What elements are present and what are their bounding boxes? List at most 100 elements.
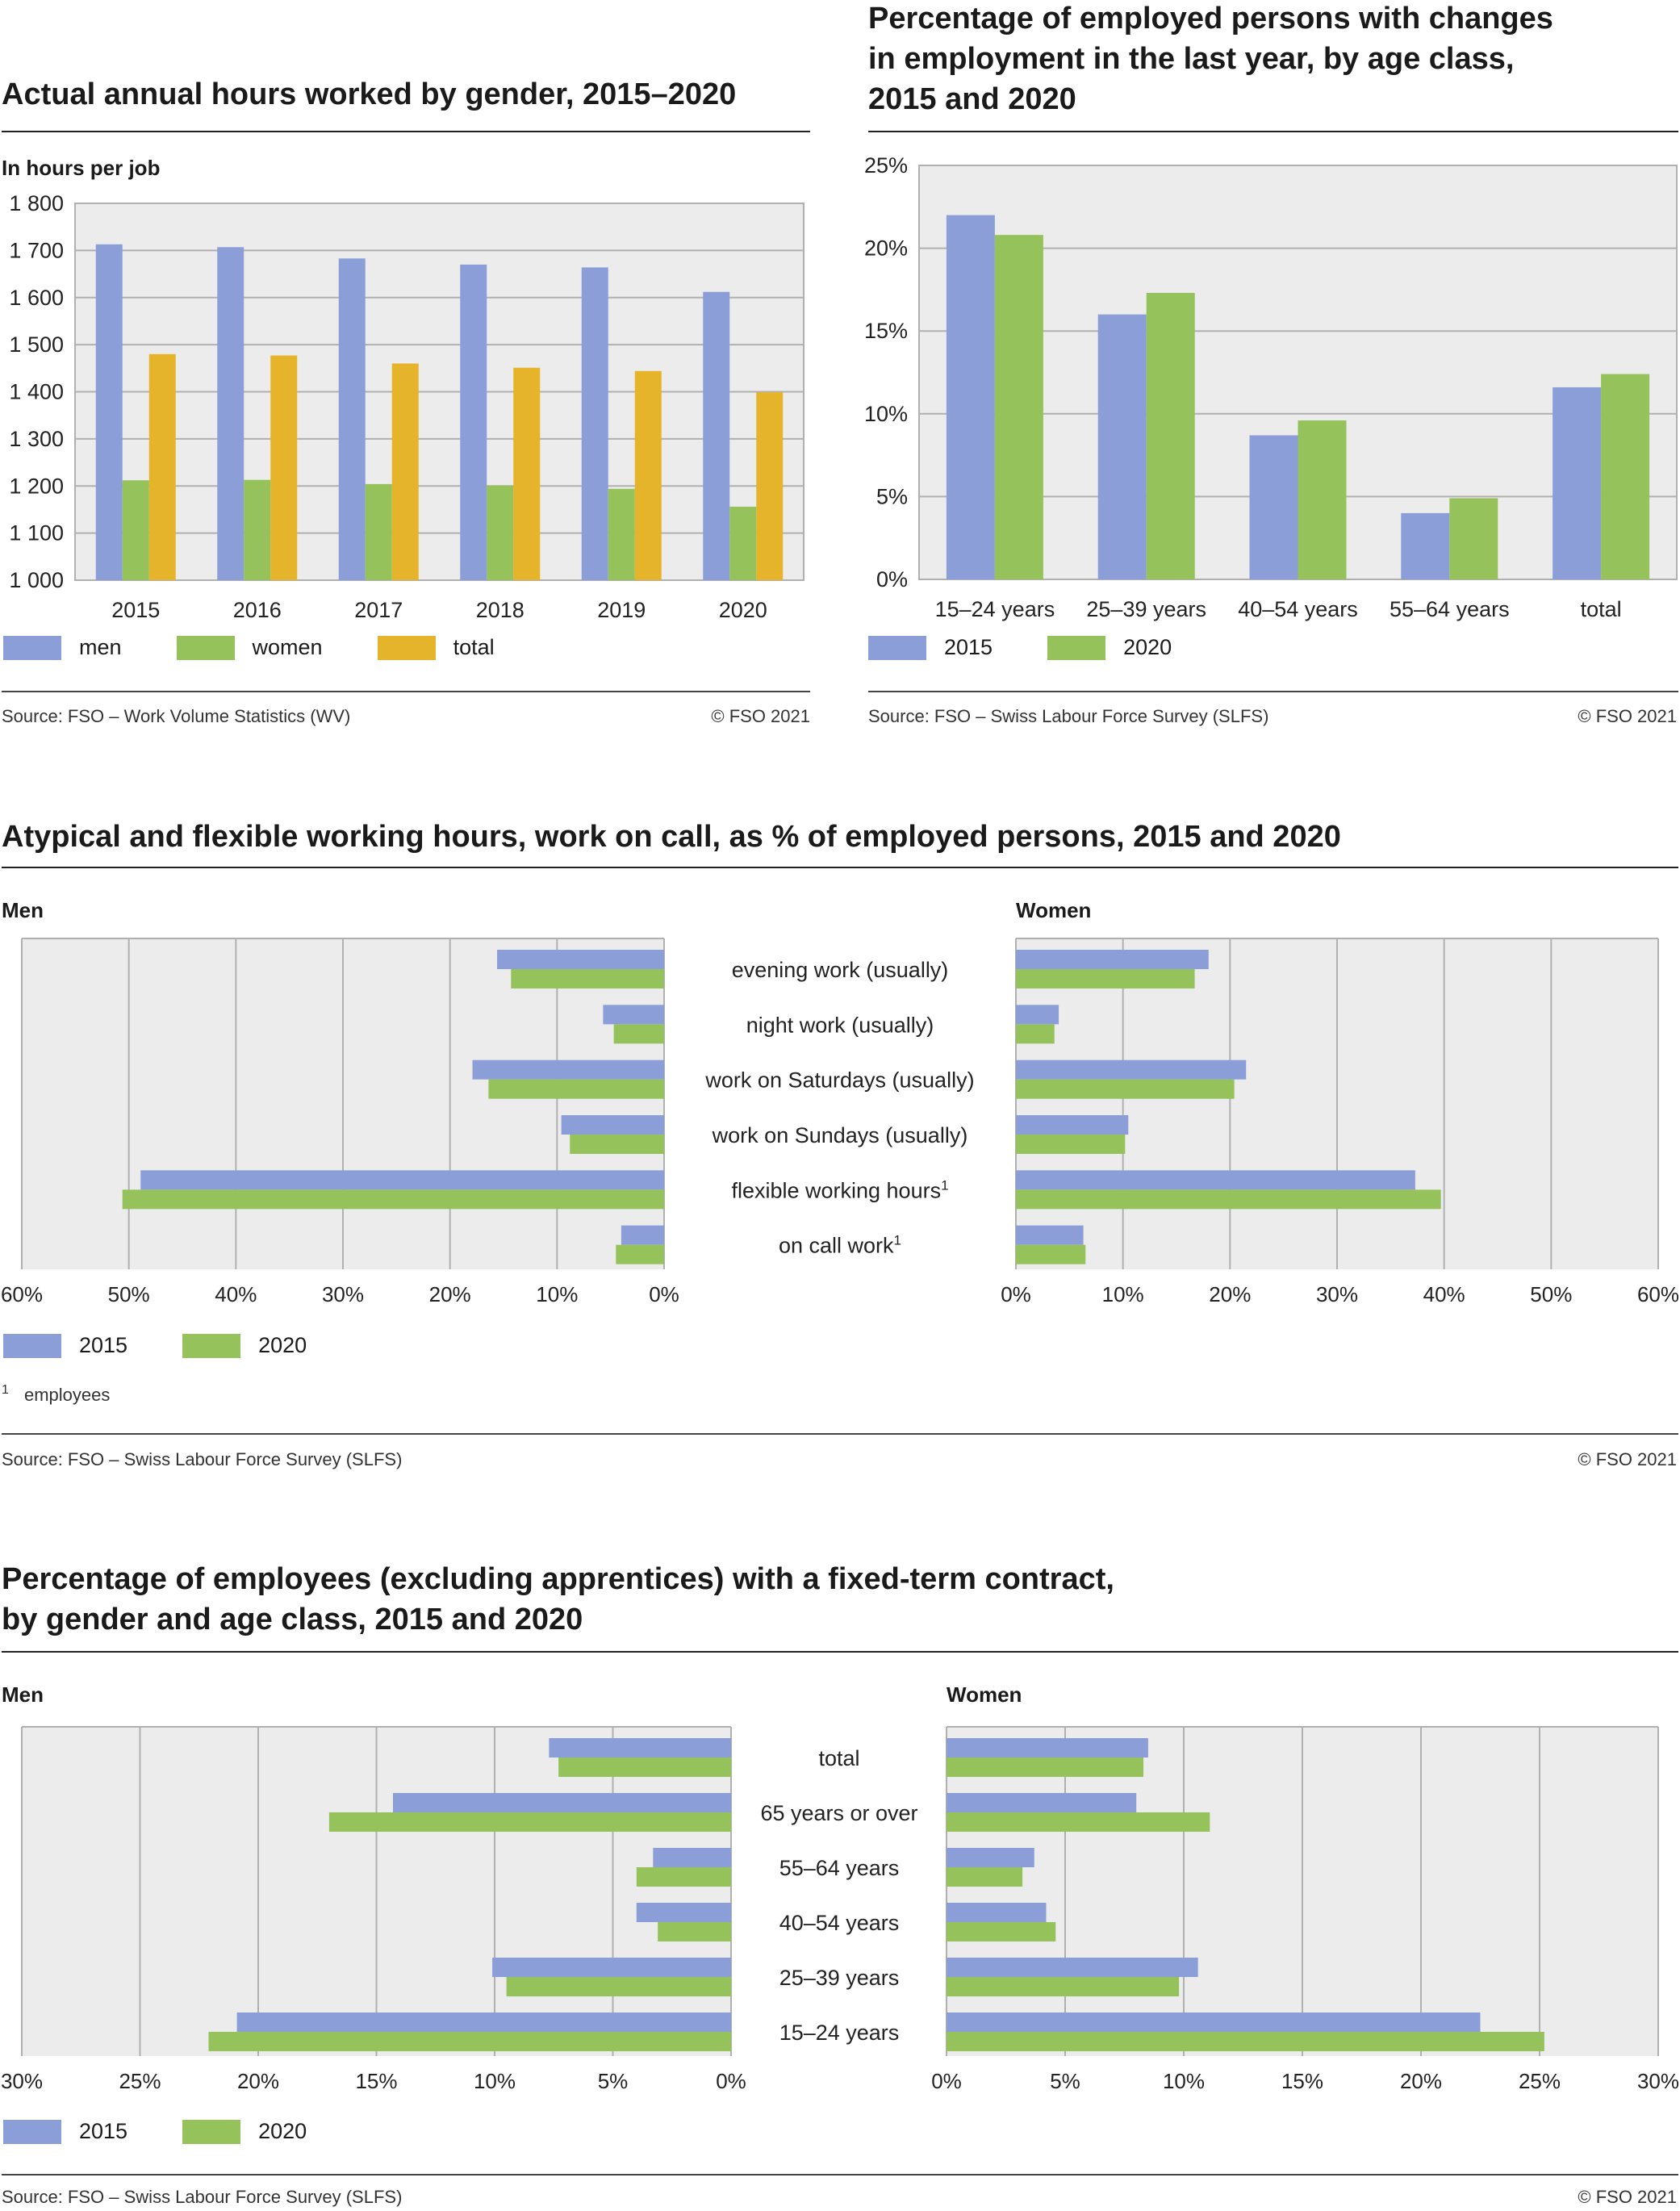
women-x-tick-label: 20% xyxy=(1209,1282,1251,1306)
x-tick-label: 15–24 years xyxy=(935,597,1055,621)
x-tick-label: 2017 xyxy=(354,598,403,622)
bar-2015-15-24-years xyxy=(946,215,995,579)
x-tick-label: 40–54 years xyxy=(1238,597,1358,621)
bar-men-2018 xyxy=(460,264,487,580)
chart2-copyright: © FSO 2021 xyxy=(1578,706,1677,726)
y-tick-label: 1 300 xyxy=(9,427,64,451)
category-label-40-54-years: 40–54 years xyxy=(779,1911,900,1935)
bar-total-2019 xyxy=(634,370,662,580)
women-x-tick-label: 10% xyxy=(1102,1282,1144,1306)
bar-total-2017 xyxy=(391,363,419,580)
women-bar-2015-40-54-years xyxy=(947,1903,1047,1922)
men-x-tick-label: 20% xyxy=(429,1282,471,1306)
women-bar-2015-15-24-years xyxy=(947,2012,1481,2032)
bar-men-2016 xyxy=(217,247,244,580)
bar-men-2015 xyxy=(95,244,123,580)
bar-2015-55-64-years xyxy=(1401,512,1450,579)
women-bar-2020-flexible-working-hours xyxy=(1016,1189,1441,1210)
bar-women-2015 xyxy=(122,480,149,580)
chart3-women-label: Women xyxy=(1016,898,1092,922)
bar-total-2015 xyxy=(148,353,176,580)
legend-swatch-2020 xyxy=(182,2119,241,2144)
men-bar-2020-15-24-years xyxy=(208,2032,732,2051)
legend-swatch-2015 xyxy=(3,2119,61,2144)
legend-label-2020: 2020 xyxy=(258,1333,307,1357)
legend-swatch-2020 xyxy=(1047,635,1106,660)
legend-label-women: women xyxy=(252,635,323,659)
women-bar-2015-25-39-years xyxy=(947,1958,1198,1977)
women-bar-2015-night-work-usually xyxy=(1016,1005,1059,1025)
men-x-tick-label: 60% xyxy=(1,1282,43,1306)
category-label-work-on-saturdays-usually: work on Saturdays (usually) xyxy=(704,1068,974,1093)
chart2-legend: 2015 2020 xyxy=(868,635,1227,660)
chart1-unit-label: In hours per job xyxy=(2,156,161,180)
chart3-source: Source: FSO – Swiss Labour Force Survey … xyxy=(2,1449,403,1469)
x-tick-label: 2019 xyxy=(597,598,646,622)
men-bar-2020-night-work-usually xyxy=(613,1024,664,1044)
chart3-source-rule xyxy=(2,1433,1678,1435)
legend-swatch-total xyxy=(377,635,436,660)
men-bar-2015-on-call-work xyxy=(621,1225,664,1245)
chart1-source-rule xyxy=(2,691,810,692)
chart3-footnote-mark: 1 xyxy=(2,1383,9,1397)
legend-swatch-women xyxy=(176,635,235,660)
chart3-plot: 0% 0% 10% 10% 20% 20% 30% 30% 40% 40% 50% 50% 60% 60%… xyxy=(1,938,1679,1306)
men-bar-2020-40-54-years xyxy=(658,1922,731,1941)
y-tick-label: 10% xyxy=(864,402,908,426)
chart4-title: Percentage of employees (excluding appre… xyxy=(2,1562,1114,1636)
legend-label-2015: 2015 xyxy=(944,635,993,659)
chart1-copyright: © FSO 2021 xyxy=(711,706,810,726)
legend-item-men: men xyxy=(3,635,122,660)
legend-label-2015: 2015 xyxy=(79,2119,128,2143)
men-bar-2020-flexible-working-hours xyxy=(122,1189,664,1210)
chart4-women-label: Women xyxy=(947,1682,1022,1707)
chart1-title-rule xyxy=(2,131,810,132)
legend-item-2020: 2020 xyxy=(1047,635,1172,660)
women-bar-2020-night-work-usually xyxy=(1016,1024,1055,1044)
bar-women-2019 xyxy=(608,488,635,580)
legend-item-2015: 2015 xyxy=(3,2119,127,2144)
men-x-tick-label: 30% xyxy=(1,2069,43,2093)
chart1-plot: 1 000 1 100 1 200 1 300 1 400 1 500 1 600 1 700… xyxy=(9,191,804,622)
bar-women-2017 xyxy=(365,483,392,580)
legend-swatch-2015 xyxy=(3,1333,61,1358)
y-tick-label: 20% xyxy=(864,236,908,261)
y-tick-label: 15% xyxy=(864,319,908,343)
women-bar-2020-55-64-years xyxy=(947,1867,1023,1887)
legend-item-2020: 2020 xyxy=(182,1333,307,1358)
x-tick-label: 2020 xyxy=(719,598,767,622)
category-label-15-24-years: 15–24 years xyxy=(779,2021,900,2045)
men-bar-2015-15-24-years xyxy=(236,2012,731,2032)
men-bar-2020-25-39-years xyxy=(506,1977,731,1996)
bar-total-2018 xyxy=(513,367,541,580)
x-tick-label: 2018 xyxy=(476,598,524,622)
men-bar-2015-evening-work-usually xyxy=(497,950,664,969)
legend-item-2015: 2015 xyxy=(3,1333,127,1358)
chart3-title: Atypical and flexible working hours, wor… xyxy=(2,820,1341,854)
category-label-55-64-years: 55–64 years xyxy=(779,1856,900,1880)
bar-2020-15-24-years xyxy=(994,235,1043,579)
men-bar-2015-work-on-sundays-usually xyxy=(561,1115,664,1135)
x-tick-label: 55–64 years xyxy=(1390,597,1510,621)
women-x-tick-label: 5% xyxy=(1050,2069,1080,2093)
women-x-tick-label: 60% xyxy=(1637,1282,1679,1306)
men-x-tick-label: 5% xyxy=(598,2069,629,2093)
women-x-tick-label: 25% xyxy=(1519,2069,1561,2093)
y-tick-label: 1 600 xyxy=(9,286,64,310)
bar-men-2019 xyxy=(581,267,608,580)
men-bar-2020-work-on-sundays-usually xyxy=(570,1135,664,1154)
legend-swatch-2015 xyxy=(868,635,926,660)
bar-women-2018 xyxy=(487,485,514,580)
chart1-title: Actual annual hours worked by gender, 20… xyxy=(2,77,737,111)
men-x-tick-label: 10% xyxy=(474,2069,516,2093)
chart1-legend: men women total xyxy=(3,635,550,660)
legend-label-2020: 2020 xyxy=(258,2119,307,2143)
women-bar-2020-work-on-sundays-usually xyxy=(1016,1135,1126,1154)
legend-label-2015: 2015 xyxy=(79,1333,128,1357)
chart4-plot: 0% 0% 5% 5% 10% 10% 15% 15% 20% 20% 25% 25% 30% 30% to… xyxy=(1,1726,1679,2093)
x-tick-label: 2015 xyxy=(111,598,160,622)
men-bar-2020-55-64-years xyxy=(636,1867,731,1887)
women-x-tick-label: 0% xyxy=(931,2069,962,2093)
y-tick-label: 1 100 xyxy=(9,521,64,545)
women-bar-2015-55-64-years xyxy=(947,1848,1034,1867)
